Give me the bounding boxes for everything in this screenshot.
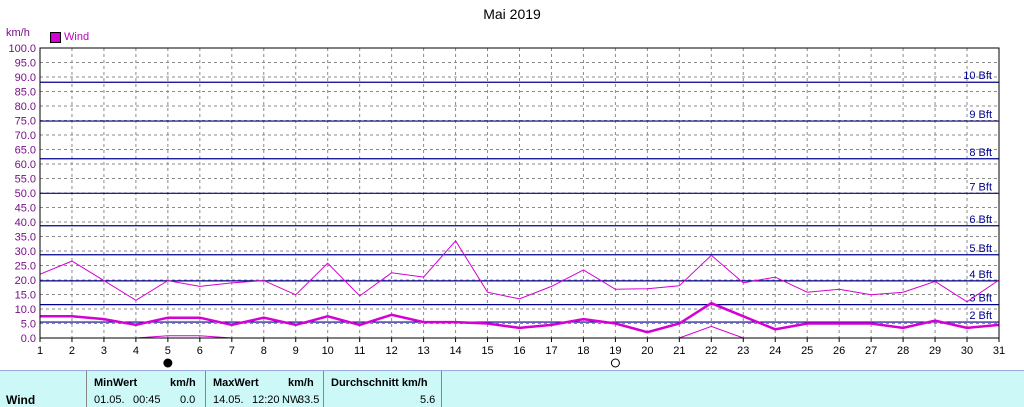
x-tick-label: 17 bbox=[545, 345, 557, 357]
average-header: Durchschnitt km/h bbox=[331, 377, 428, 389]
x-tick-label: 11 bbox=[354, 345, 365, 357]
x-tick-label: 10 bbox=[322, 345, 334, 357]
y-tick-label: 95.0 bbox=[15, 58, 36, 70]
x-tick-label: 15 bbox=[481, 345, 493, 357]
beaufort-label: 4 Bft bbox=[969, 269, 992, 281]
x-tick-label: 19 bbox=[609, 345, 621, 357]
x-tick-label: 4 bbox=[133, 345, 139, 357]
x-tick-label: 3 bbox=[101, 345, 107, 357]
y-tick-label: 35.0 bbox=[15, 232, 36, 244]
x-tick-label: 23 bbox=[737, 345, 749, 357]
max-value: 33.5 bbox=[298, 394, 320, 406]
plot-frame bbox=[39, 47, 1000, 339]
y-tick-label: 30.0 bbox=[15, 246, 36, 258]
x-tick-label: 29 bbox=[929, 345, 941, 357]
series-line bbox=[39, 239, 1000, 303]
legend-label: Wind bbox=[64, 31, 90, 43]
x-tick-label: 12 bbox=[386, 345, 398, 357]
x-tick-label: 21 bbox=[673, 345, 685, 357]
y-tick-label: 85.0 bbox=[15, 87, 36, 99]
beaufort-label: 3 Bft bbox=[969, 293, 992, 305]
y-tick-label: 0.0 bbox=[21, 333, 36, 345]
full-moon-icon bbox=[610, 358, 620, 368]
x-tick-label: 20 bbox=[641, 345, 653, 357]
beaufort-label: 5 Bft bbox=[969, 243, 992, 255]
max-header: MaxWert bbox=[213, 377, 259, 389]
max-unit: km/h bbox=[288, 377, 314, 389]
min-date: 01.05. bbox=[94, 394, 125, 406]
max-date: 14.05. bbox=[213, 394, 244, 406]
x-tick-label: 16 bbox=[513, 345, 525, 357]
x-tick-label: 18 bbox=[577, 345, 589, 357]
x-tick-label: 1 bbox=[37, 345, 43, 357]
beaufort-label: 6 Bft bbox=[969, 214, 992, 226]
beaufort-label: 9 Bft bbox=[969, 109, 992, 121]
y-tick-label: 45.0 bbox=[15, 203, 36, 215]
x-tick-label: 31 bbox=[993, 345, 1005, 357]
y-tick-label: 40.0 bbox=[15, 217, 36, 229]
x-tick-label: 14 bbox=[449, 345, 461, 357]
beaufort-label: 8 Bft bbox=[969, 147, 992, 159]
legend-swatch bbox=[50, 31, 61, 43]
series-line bbox=[40, 301, 1000, 334]
x-tick-label: 28 bbox=[897, 345, 909, 357]
max-direction: NW bbox=[282, 394, 301, 406]
y-tick-label: 90.0 bbox=[15, 72, 36, 84]
beaufort-label: 10 Bft bbox=[963, 70, 992, 82]
x-tick-label: 30 bbox=[961, 345, 973, 357]
y-axis-unit: km/h bbox=[6, 27, 30, 39]
chart-plot: 1 2 3 4 5 6 7 8 9 10 11 12 13 14 15 16 17 18 19 20 21 22 23 24 2… bbox=[8, 43, 1005, 368]
y-tick-label: 60.0 bbox=[15, 159, 36, 171]
y-tick-label: 15.0 bbox=[15, 290, 36, 302]
y-tick-label: 70.0 bbox=[15, 130, 36, 142]
y-tick-label: 80.0 bbox=[15, 101, 36, 113]
x-tick-label: 13 bbox=[417, 345, 429, 357]
stats-series-name: Wind bbox=[6, 393, 36, 407]
beaufort-label: 2 Bft bbox=[969, 310, 992, 322]
x-tick-label: 26 bbox=[833, 345, 845, 357]
stats-bar: Wind MinWert km/h 01.05. 00:45 0.0 MaxWe… bbox=[0, 370, 1024, 407]
y-tick-label: 20.0 bbox=[15, 275, 36, 287]
y-tick-label: 10.0 bbox=[15, 304, 36, 316]
y-tick-label: 25.0 bbox=[15, 261, 36, 273]
chart-title: Mai 2019 bbox=[483, 6, 541, 22]
x-tick-label: 9 bbox=[293, 345, 299, 357]
new-moon-icon bbox=[163, 358, 173, 368]
beaufort-label: 7 Bft bbox=[969, 181, 992, 193]
average-cell: Durchschnitt km/h 5.6 bbox=[323, 371, 442, 407]
max-time: 12:20 bbox=[252, 394, 280, 406]
y-tick-label: 50.0 bbox=[15, 188, 36, 200]
x-tick-label: 22 bbox=[705, 345, 717, 357]
x-tick-label: 27 bbox=[865, 345, 877, 357]
min-header: MinWert bbox=[94, 377, 138, 389]
x-tick-label: 6 bbox=[197, 345, 203, 357]
min-value-cell: MinWert km/h 01.05. 00:45 0.0 bbox=[86, 371, 206, 407]
y-tick-label: 55.0 bbox=[15, 174, 36, 186]
y-tick-label: 65.0 bbox=[15, 145, 36, 157]
x-tick-label: 2 bbox=[69, 345, 75, 357]
x-tick-label: 5 bbox=[165, 345, 171, 357]
x-tick-label: 25 bbox=[801, 345, 813, 357]
x-tick-label: 24 bbox=[769, 345, 781, 357]
min-unit: km/h bbox=[170, 377, 196, 389]
x-tick-label: 7 bbox=[229, 345, 235, 357]
x-tick-label: 8 bbox=[261, 345, 267, 357]
max-value-cell: MaxWert km/h 14.05. 12:20 NW 33.5 bbox=[205, 371, 324, 407]
average-value: 5.6 bbox=[420, 394, 436, 406]
legend: Wind bbox=[50, 31, 89, 43]
min-value: 0.0 bbox=[180, 394, 196, 406]
y-tick-label: 75.0 bbox=[15, 116, 36, 128]
min-time: 00:45 bbox=[133, 394, 161, 406]
y-tick-label: 5.0 bbox=[21, 319, 36, 331]
y-tick-label: 100.0 bbox=[8, 43, 36, 55]
